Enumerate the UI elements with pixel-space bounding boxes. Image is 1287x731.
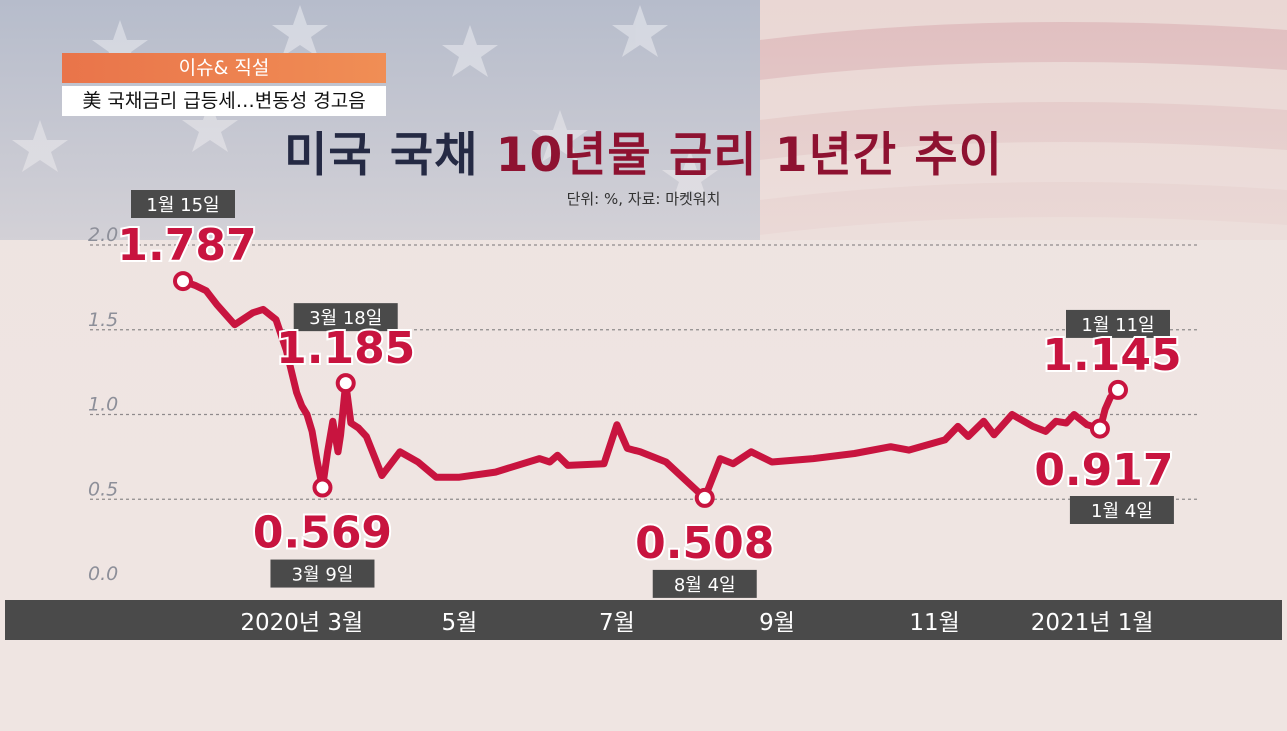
value-label: 1.185 — [276, 323, 415, 374]
x-tick-label: 9월 — [759, 610, 795, 636]
highlight-point — [1108, 379, 1128, 400]
date-label: 1월 11일 — [1081, 315, 1154, 336]
highlight-point — [1089, 418, 1110, 439]
y-tick-label: 1.5 — [88, 309, 118, 331]
value-label: 0.569 — [253, 508, 392, 559]
y-tick-label: 2.0 — [88, 224, 118, 246]
highlight-point — [173, 271, 193, 292]
x-tick-label: 11월 — [909, 610, 959, 636]
date-label-box — [270, 559, 375, 588]
date-label-box — [293, 303, 398, 332]
value-label: 0.508 — [635, 518, 774, 569]
series-line — [179, 277, 1122, 502]
date-label: 1월 15일 — [146, 195, 219, 216]
date-label-box — [1066, 309, 1170, 338]
date-label: 3월 18일 — [309, 308, 382, 329]
chart-subtitle: 단위: %, 자료: 마켓워치 — [566, 190, 721, 208]
highlight-point — [694, 487, 715, 508]
news-headline: 美 국채금리 급등세…변동성 경고음 — [62, 86, 386, 116]
date-label-box — [652, 569, 757, 598]
date-label: 8월 4일 — [674, 575, 736, 596]
value-label: 0.917 — [1034, 445, 1173, 496]
chart-title: 미국 국채 10년물 금리 1년간 추이 — [0, 116, 1287, 185]
date-label-box — [1069, 496, 1174, 524]
program-tag: 이슈& 직설 — [62, 53, 386, 83]
value-label: 1.145 — [1042, 330, 1181, 381]
date-label: 3월 9일 — [292, 565, 354, 586]
chart-title-part1: 미국 국채 — [284, 128, 496, 183]
value-label: 1.787 — [117, 220, 256, 271]
y-tick-label: 0.5 — [88, 478, 118, 500]
x-tick-label: 5월 — [441, 610, 477, 636]
y-tick-label: 1.0 — [88, 394, 118, 416]
x-tick-label: 7월 — [599, 610, 635, 636]
x-tick-label: 2021년 1월 — [1031, 610, 1154, 636]
y-tick-label: 0.0 — [88, 563, 118, 585]
x-tick-label: 2020년 3월 — [240, 610, 363, 636]
date-label: 1월 4일 — [1091, 501, 1153, 522]
chart-title-part2: 10년물 금리 1년간 추이 — [495, 128, 1003, 183]
date-label-box — [131, 190, 235, 218]
x-axis-bar — [5, 600, 1282, 640]
highlight-point — [335, 373, 356, 394]
highlight-point — [312, 477, 333, 498]
